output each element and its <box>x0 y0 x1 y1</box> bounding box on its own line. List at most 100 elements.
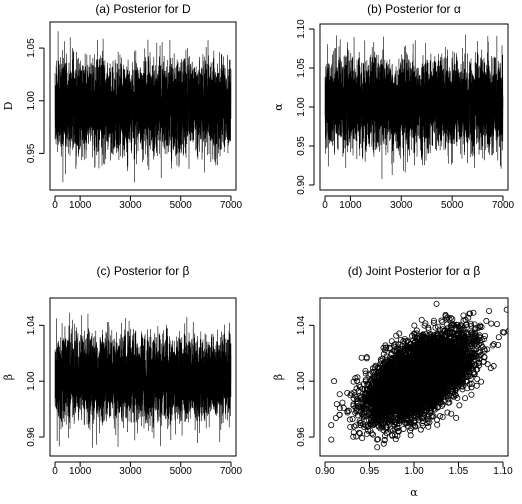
panel-d-xlabel: α <box>410 486 418 499</box>
panel-d-point <box>443 315 450 322</box>
panel-c: (c) Posterior for ββ0 1000 3000 5000 70000.9… <box>2 264 243 477</box>
panel-d-plot-area <box>328 300 508 451</box>
panel-d-point <box>478 323 485 330</box>
panel-d-title: (d) Joint Posterior for α β <box>348 264 481 278</box>
panel-d-point <box>493 321 500 328</box>
panel-b-x-tick-label: 0 <box>322 200 328 211</box>
panel-b-ylabel: α <box>272 103 285 111</box>
panel-d-point <box>471 321 478 328</box>
panel-d-point <box>336 411 343 418</box>
panel-d-point <box>354 374 361 381</box>
panel-d-point <box>453 414 460 421</box>
panel-d-point <box>503 306 508 313</box>
panel-a-frame <box>49 21 237 191</box>
panel-d-point <box>347 423 354 430</box>
panel-d-point <box>380 344 387 351</box>
panel-a-y-tick-label: 0.95 <box>26 143 37 163</box>
panel-d-point <box>473 382 480 389</box>
panel-d-point <box>349 415 356 422</box>
panel-b-y-tick-label: 0.90 <box>296 175 307 195</box>
panel-d-point <box>393 332 400 339</box>
panel-d-point <box>486 307 493 314</box>
panel-d-point <box>467 329 474 336</box>
panel-d-point <box>419 422 426 429</box>
panel-a-x-tick-label: 3000 <box>119 200 142 211</box>
panel-c-x-tick-label: 1000 <box>69 466 92 477</box>
panel-c-trace-line <box>54 312 232 448</box>
panel-a-y-tick-label: 1.05 <box>26 38 37 58</box>
panel-c-y-tick-label: 1.00 <box>26 371 37 391</box>
panel-d-point <box>415 333 422 340</box>
panel-d-point <box>469 349 476 356</box>
panel-d-point <box>478 378 485 385</box>
panel-c-x-tick-label: 5000 <box>170 466 193 477</box>
panel-d-point <box>392 432 399 439</box>
panel-b-plot-area <box>324 34 504 180</box>
panel-c-x-tick-label: 3000 <box>119 466 142 477</box>
panel-d-point <box>445 399 452 406</box>
panel-d-point <box>347 392 354 399</box>
panel-b-x-tick-label: 1000 <box>339 200 362 211</box>
panel-d-point <box>359 435 366 442</box>
panel-d-point <box>448 392 455 399</box>
panel-d-point <box>462 395 469 402</box>
panel-d-point <box>348 390 355 397</box>
panel-d-point <box>434 421 441 428</box>
panel-d-point <box>397 336 404 343</box>
panel-d-point <box>463 373 470 380</box>
panel-d-point <box>411 322 418 329</box>
panel-d-point <box>424 416 431 423</box>
panel-a-title: (a) Posterior for D <box>95 2 191 16</box>
panel-d-point <box>380 440 387 447</box>
panel-d-point <box>395 427 402 434</box>
panel-d-point <box>374 436 381 443</box>
panel-d-point <box>328 422 335 429</box>
panel-d-point <box>393 421 400 428</box>
panel-b-trace-line <box>324 34 504 180</box>
panel-c-y-tick-label: 1.04 <box>26 315 37 335</box>
panel-d-point <box>355 399 362 406</box>
panel-d-point <box>475 324 482 331</box>
panel-d-point <box>438 317 445 324</box>
panel-b-y-tick-label: 1.00 <box>296 97 307 117</box>
panel-d-point <box>417 426 424 433</box>
panel-a-x-tick-label: 7000 <box>220 200 243 211</box>
panel-d-point <box>392 341 399 348</box>
panel-a-x-tick-label: 1000 <box>69 200 92 211</box>
panel-a-ylabel: D <box>2 101 15 110</box>
panel-d-point <box>396 330 403 337</box>
panel-d-point <box>445 396 452 403</box>
panel-c-frame <box>49 297 237 457</box>
panel-b-x-tick-label: 7000 <box>492 200 515 211</box>
panel-d-point <box>433 300 440 307</box>
panel-a-x-tick-label: 5000 <box>170 200 193 211</box>
panel-c-x-tick-label: 7000 <box>220 466 243 477</box>
panel-c-plot-area <box>54 312 232 448</box>
panel-b-title: (b) Posterior for α <box>367 2 461 16</box>
panel-d-point <box>336 405 343 412</box>
panel-d-point <box>394 425 401 432</box>
panel-d-point <box>439 414 446 421</box>
panel-a: (a) Posterior for D D 0 1000 3000 5000 7000 0.9… <box>2 2 243 211</box>
panel-d-point <box>333 401 340 408</box>
panel-d-point <box>433 416 440 423</box>
panel-d-point <box>340 404 347 411</box>
panel-d-point <box>439 318 446 325</box>
panel-d-point <box>447 315 454 322</box>
panel-a-y-tick-label: 1.00 <box>26 91 37 111</box>
panel-c-title: (c) Posterior for β <box>97 264 190 278</box>
panel-d-point <box>457 325 464 332</box>
panel-d-point <box>328 436 335 443</box>
panel-d-point <box>475 362 482 369</box>
panel-d-point <box>339 399 346 406</box>
panel-d-point <box>374 444 381 451</box>
panel-d-point <box>332 414 339 421</box>
panel-d-point <box>350 433 357 440</box>
panel-a-x-tick-label: 0 <box>52 200 58 211</box>
panel-d-point <box>472 324 479 331</box>
panel-b-y-tick-label: 1.05 <box>296 58 307 78</box>
panel-c-x-tick-label: 0 <box>52 466 58 477</box>
panel-d-point <box>446 316 453 323</box>
